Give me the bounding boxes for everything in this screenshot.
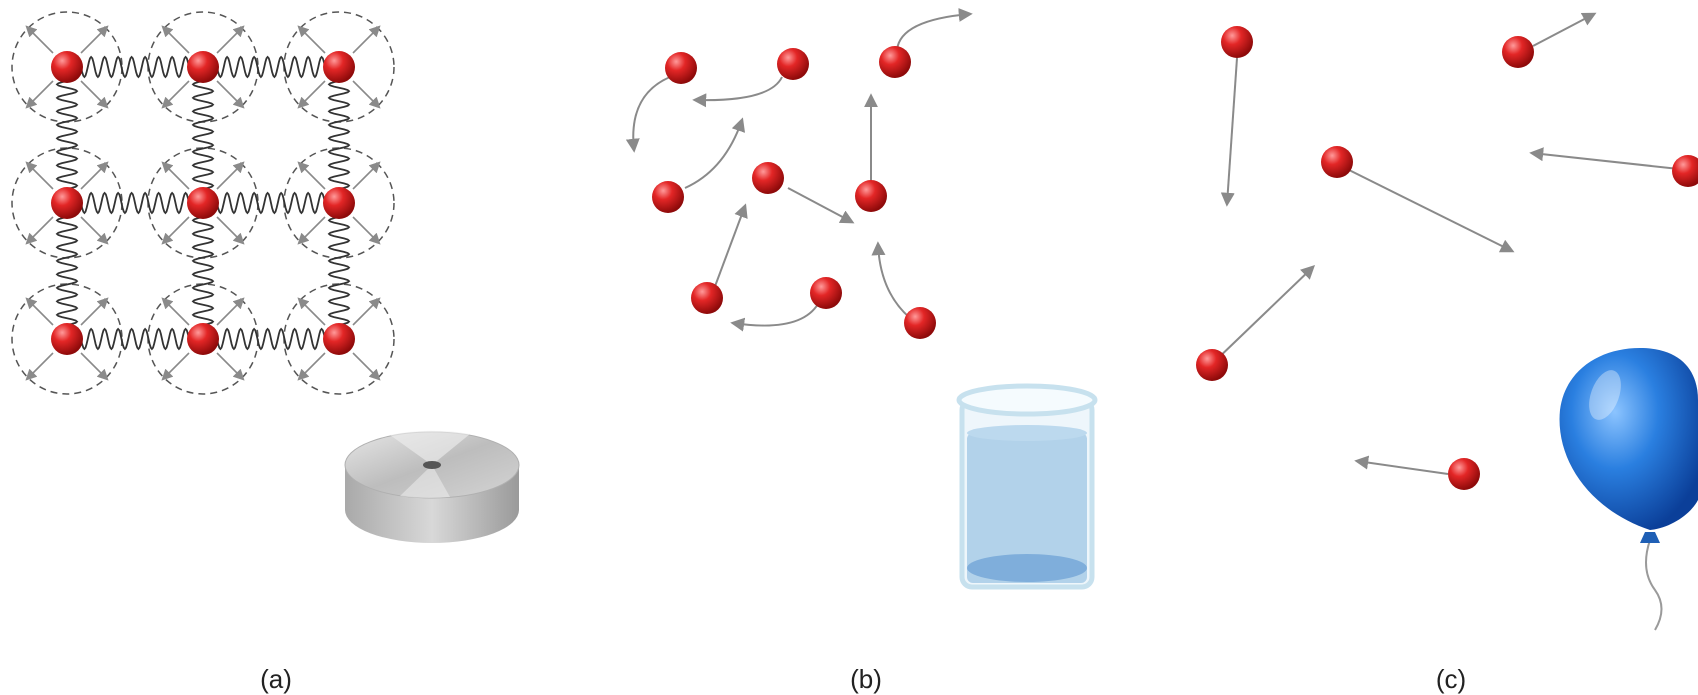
liquid-particle [752, 162, 784, 194]
spring [191, 80, 215, 190]
vibration-arrow [161, 25, 190, 54]
vibration-arrow [25, 25, 54, 54]
vibration-arrow [352, 80, 381, 109]
spring [55, 216, 79, 326]
vibration-arrow [352, 25, 381, 54]
liquid-particle [879, 46, 911, 78]
panel-label-c: (c) [1436, 664, 1466, 694]
liquid-panel: (b) [625, 7, 1098, 694]
gas-motion-arrows [1212, 12, 1680, 475]
spring [216, 327, 326, 351]
vibration-arrow [80, 161, 109, 190]
spring [327, 80, 351, 190]
liquid-particle [810, 277, 842, 309]
liquid-particle [777, 48, 809, 80]
spring [216, 191, 326, 215]
solid-particle [51, 323, 83, 355]
vibration-arrow [352, 216, 381, 245]
vibration-arrow [216, 216, 245, 245]
vibration-arrow [80, 80, 109, 109]
solid-particle [323, 187, 355, 219]
liquid-motion-arrows [625, 7, 973, 332]
vibration-arrow [161, 161, 190, 190]
vibration-arrow [297, 161, 326, 190]
blue-balloon [1559, 348, 1698, 631]
panel-label-b: (b) [850, 664, 882, 694]
vibration-arrow [352, 352, 381, 381]
vibration-arrow [216, 352, 245, 381]
liquid-particles [652, 46, 936, 339]
solid-particle [187, 187, 219, 219]
vibration-arrow [25, 297, 54, 326]
liquid-particle [904, 307, 936, 339]
liquid-particle [652, 181, 684, 213]
gas-particles [1196, 26, 1698, 490]
spring [327, 216, 351, 326]
solid-lattice [11, 11, 395, 395]
solid-particle [323, 323, 355, 355]
vibration-arrow [80, 25, 109, 54]
spring [80, 191, 190, 215]
vibration-arrow [80, 352, 109, 381]
vibration-arrow [216, 80, 245, 109]
vibration-arrow [161, 80, 190, 109]
liquid-particle [691, 282, 723, 314]
vibration-arrow [352, 161, 381, 190]
vibration-arrow [25, 352, 54, 381]
liquid-particle [855, 180, 887, 212]
vibration-arrow [25, 80, 54, 109]
spring [80, 327, 190, 351]
vibration-arrow [216, 297, 245, 326]
vibration-arrow [297, 216, 326, 245]
gas-particle [1672, 155, 1698, 187]
vibration-arrow [80, 297, 109, 326]
solid-particle [323, 51, 355, 83]
gas-particle [1502, 36, 1534, 68]
vibration-arrow [216, 25, 245, 54]
vibration-arrow [216, 161, 245, 190]
vibration-arrow [297, 25, 326, 54]
gas-particle [1321, 146, 1353, 178]
liquid-particle [665, 52, 697, 84]
solid-particle [187, 323, 219, 355]
vibration-arrow [297, 297, 326, 326]
spring [55, 80, 79, 190]
vibration-arrow [352, 297, 381, 326]
solid-panel: (a) [11, 11, 520, 694]
panel-label-a: (a) [260, 664, 292, 694]
vibration-arrow [297, 352, 326, 381]
vibration-arrow [25, 161, 54, 190]
metal-disc [344, 430, 520, 543]
vibration-arrow [161, 352, 190, 381]
gas-particle [1196, 349, 1228, 381]
vibration-arrow [161, 216, 190, 245]
vibration-arrow [297, 80, 326, 109]
gas-particle [1221, 26, 1253, 58]
water-beaker [956, 383, 1098, 590]
spring [80, 55, 190, 79]
solid-particle [187, 51, 219, 83]
spring [191, 216, 215, 326]
solid-particle [51, 51, 83, 83]
vibration-arrow [161, 297, 190, 326]
solid-particle [51, 187, 83, 219]
vibration-arrow [80, 216, 109, 245]
gas-particle [1448, 458, 1480, 490]
gas-panel: (c) [1196, 12, 1698, 694]
vibration-arrow [25, 216, 54, 245]
spring [216, 55, 326, 79]
